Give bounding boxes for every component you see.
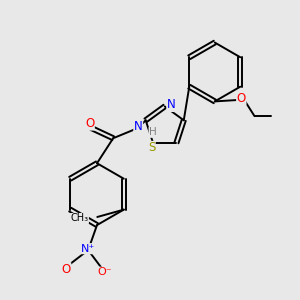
Text: O: O	[85, 117, 94, 130]
Text: S: S	[148, 141, 155, 154]
Text: O⁻: O⁻	[97, 267, 112, 277]
Text: N: N	[134, 120, 142, 133]
Text: N: N	[167, 98, 176, 111]
Text: O: O	[61, 263, 71, 276]
Text: H: H	[149, 127, 157, 137]
Text: N⁺: N⁺	[81, 244, 95, 254]
Text: CH₃: CH₃	[70, 214, 88, 224]
Text: O: O	[237, 92, 246, 105]
